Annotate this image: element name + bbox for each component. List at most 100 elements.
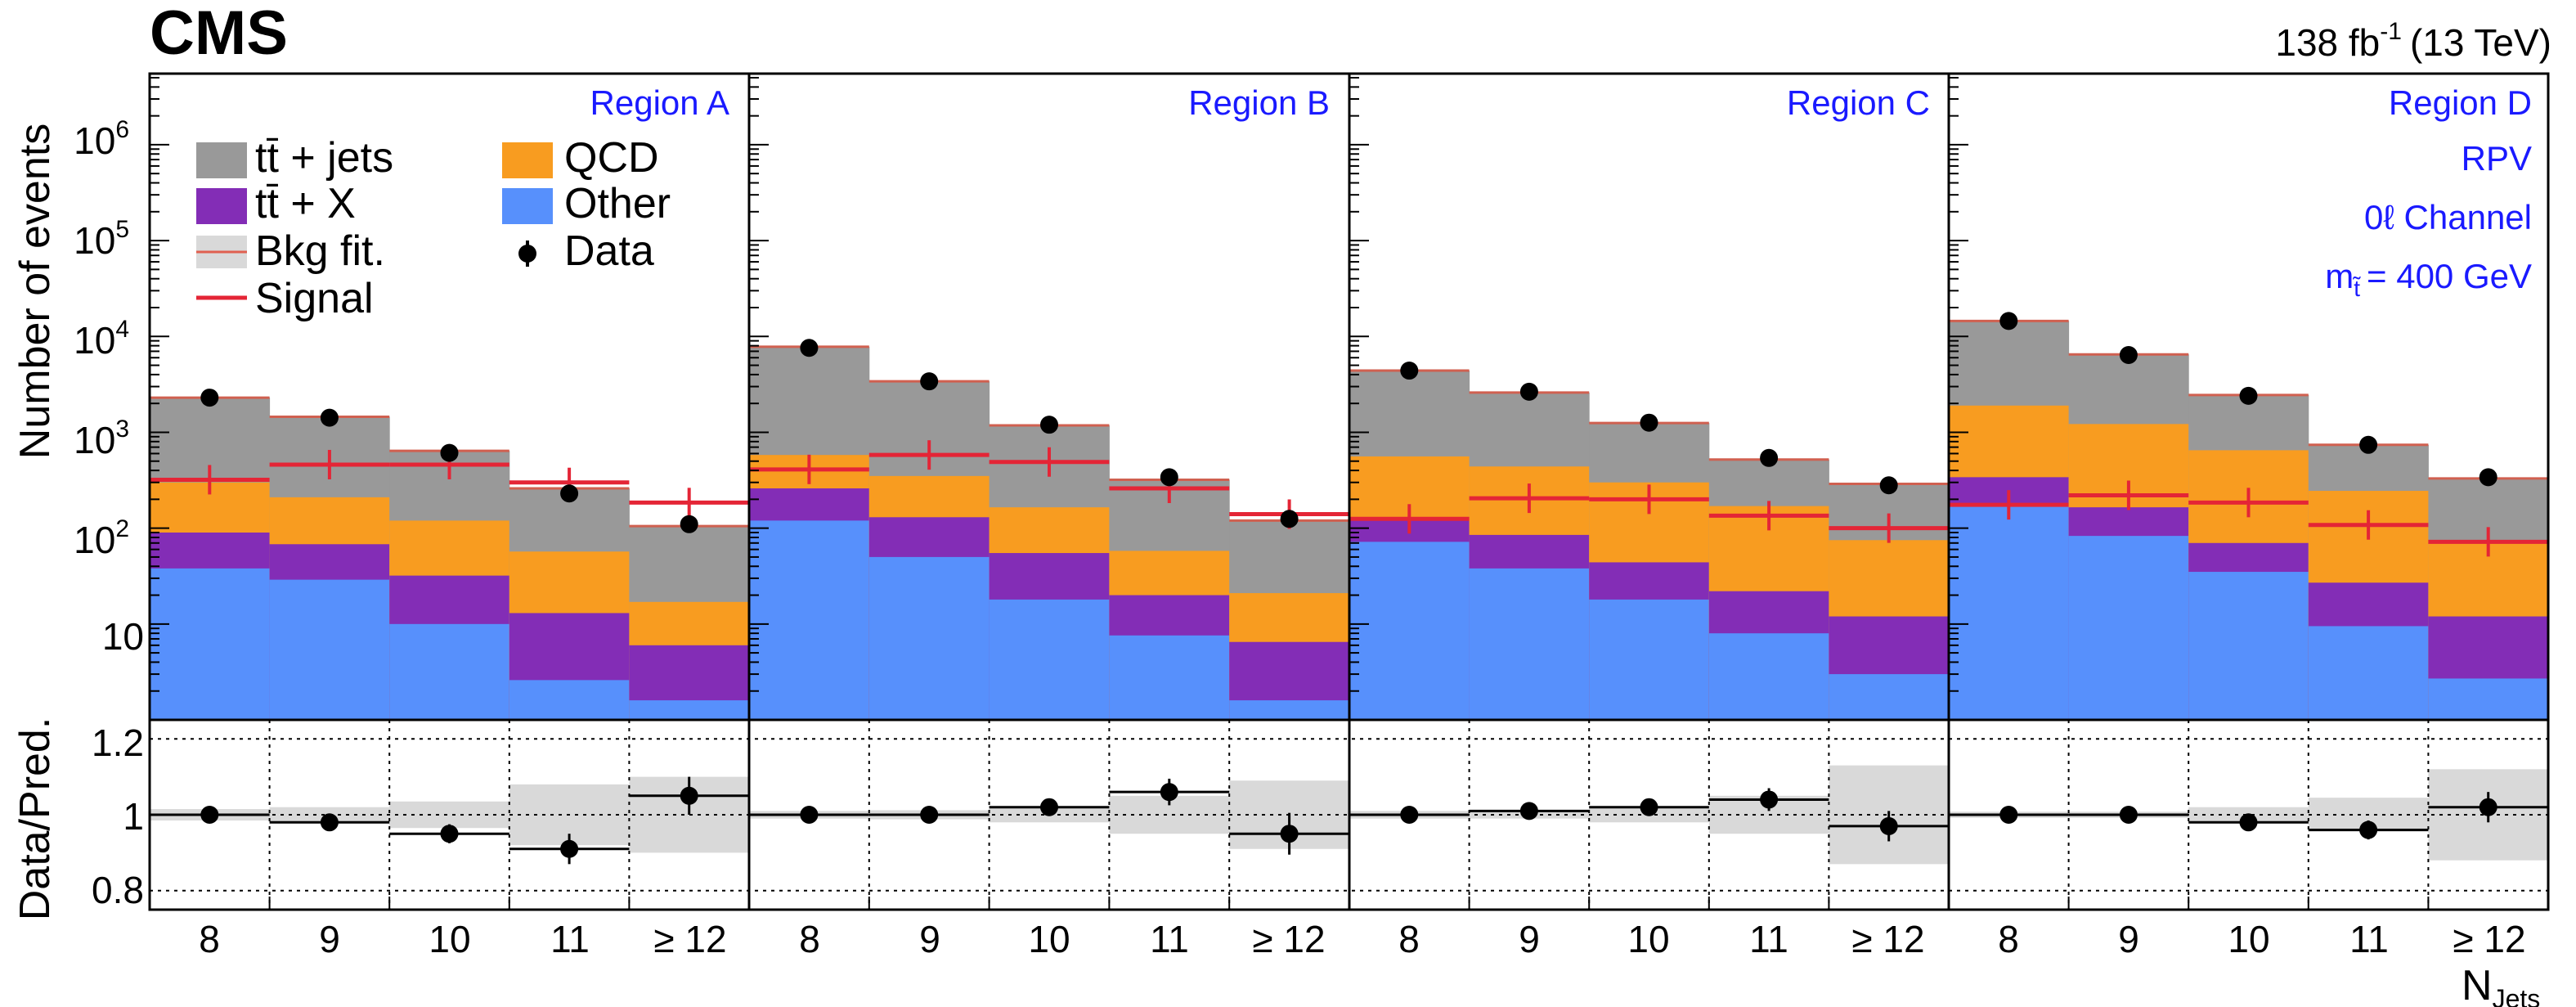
ratio-point bbox=[920, 806, 939, 824]
ratio-point bbox=[1040, 798, 1058, 816]
stack-bar-other bbox=[509, 680, 630, 720]
stack-bar-other bbox=[1949, 505, 2070, 720]
ratio-point bbox=[1760, 790, 1779, 809]
axis-ticks bbox=[149, 77, 2430, 910]
y-tick-label: 102 bbox=[74, 515, 129, 561]
stack-bar-other bbox=[2308, 626, 2429, 720]
ratio-point bbox=[2119, 806, 2138, 824]
x-tick-labels: 8 9 10 11 ≥ 12 8 9 10 11 ≥ 12 8 9 10 11 … bbox=[199, 918, 2525, 960]
ratio-point bbox=[1280, 825, 1299, 843]
data-point bbox=[800, 339, 819, 357]
data-point bbox=[1040, 416, 1058, 434]
stack-bar-other bbox=[1109, 635, 1230, 720]
stack-bar-other bbox=[749, 520, 870, 720]
y-tick-label: 104 bbox=[74, 316, 129, 362]
lumi-exponent: -1 bbox=[2380, 18, 2402, 45]
stack-bar-other bbox=[629, 700, 750, 720]
x-tick-label: ≥ 12 bbox=[1851, 918, 1924, 960]
stack-bar-other bbox=[2188, 572, 2309, 720]
ratio-tick-labels: 1.2 1 0.8 bbox=[92, 722, 144, 911]
stack-bar-other bbox=[1469, 568, 1590, 720]
legend-label-ttjets: tt̄ + jets bbox=[255, 134, 393, 182]
ratio-point bbox=[1879, 816, 1898, 835]
ratio-grid bbox=[150, 720, 2548, 910]
x-tick-label: 9 bbox=[919, 918, 940, 960]
data-point bbox=[1760, 448, 1779, 467]
lumi-energy: (13 TeV) bbox=[2410, 21, 2551, 64]
data-point bbox=[1400, 362, 1419, 380]
data-point bbox=[1999, 312, 2018, 330]
region-labels: Region A Region B Region C Region D RPV … bbox=[590, 83, 2532, 301]
ratio-point bbox=[1519, 802, 1538, 820]
stack-bar-other bbox=[2068, 536, 2189, 720]
x-tick-label: 8 bbox=[199, 918, 220, 960]
y-tick-label: 106 bbox=[74, 116, 129, 162]
x-tick-label: 8 bbox=[1398, 918, 1420, 960]
ratio-point bbox=[2239, 813, 2258, 832]
region-label-d: Region D bbox=[2389, 83, 2532, 122]
x-tick-label: 10 bbox=[2228, 918, 2269, 960]
x-tick-label: 10 bbox=[1627, 918, 1669, 960]
x-tick-label: 9 bbox=[319, 918, 340, 960]
experiment-label: CMS bbox=[150, 0, 288, 68]
x-tick-label: 8 bbox=[799, 918, 820, 960]
stack-bar-other bbox=[1349, 542, 1470, 720]
data-point bbox=[440, 443, 459, 462]
ratio-point bbox=[680, 786, 698, 805]
data-point bbox=[1160, 468, 1178, 487]
y-tick-label: 103 bbox=[74, 416, 129, 461]
data-point bbox=[1280, 510, 1299, 528]
x-tick-label: 8 bbox=[1998, 918, 2019, 960]
stack-bar-other bbox=[269, 579, 390, 720]
x-tick-label: 11 bbox=[550, 918, 590, 960]
data-point bbox=[1879, 476, 1898, 495]
lumi-label: 138 fb-1 (13 TeV) bbox=[2275, 18, 2551, 64]
x-tick-label: ≥ 12 bbox=[2453, 918, 2525, 960]
ratio-point bbox=[1400, 806, 1419, 824]
region-label-a: Region A bbox=[590, 83, 729, 122]
legend-label-other: Other bbox=[564, 180, 671, 227]
stack-bar-other bbox=[989, 599, 1110, 720]
channel-label: 0ℓ Channel bbox=[2364, 198, 2532, 236]
legend-swatch-other bbox=[502, 188, 553, 224]
legend-swatch-ttjets bbox=[196, 142, 247, 178]
panel-frames bbox=[148, 72, 2550, 911]
legend-swatch-qcd bbox=[502, 142, 553, 178]
x-tick-label: 11 bbox=[1749, 918, 1788, 960]
ratio-point bbox=[2359, 820, 2378, 839]
stack-bar-other bbox=[1708, 633, 1829, 720]
ratio-point bbox=[200, 806, 219, 824]
ratio-tick-label: 0.8 bbox=[92, 869, 144, 911]
legend-marker-data bbox=[518, 245, 536, 263]
ratio-point bbox=[440, 825, 459, 843]
ratio-point bbox=[2479, 798, 2497, 816]
mass-label: mt̃ = 400 GeV bbox=[2325, 257, 2532, 301]
region-label-c: Region C bbox=[1787, 83, 1930, 122]
y-tick-label: 10 bbox=[102, 615, 144, 658]
data-point bbox=[560, 484, 579, 503]
ratio-band bbox=[389, 801, 510, 829]
data-point bbox=[320, 408, 339, 427]
stack-bar-other bbox=[150, 568, 271, 720]
ratio-point bbox=[320, 813, 339, 832]
data-point bbox=[2239, 386, 2258, 405]
lumi-value: 138 fb bbox=[2275, 21, 2380, 64]
x-tick-label: 9 bbox=[1519, 918, 1540, 960]
data-point bbox=[920, 372, 939, 391]
stack-bar-other bbox=[1229, 700, 1350, 720]
ratio-panel-frame bbox=[1947, 718, 2550, 911]
y-axis-title: Number of events bbox=[11, 124, 59, 459]
data-point bbox=[1519, 382, 1538, 401]
ratio-point bbox=[1999, 806, 2018, 824]
ratio-point bbox=[560, 839, 579, 858]
x-tick-label: 9 bbox=[2118, 918, 2139, 960]
stack-bar-other bbox=[389, 623, 510, 720]
ratio-axis-title: Data/Pred. bbox=[11, 717, 59, 921]
x-tick-label: ≥ 12 bbox=[1252, 918, 1325, 960]
legend: tt̄ + jets tt̄ + X Bkg fit. Signal QCD O… bbox=[196, 134, 671, 322]
y-tick-label: 105 bbox=[74, 216, 129, 262]
legend-label-ttx: tt̄ + X bbox=[255, 180, 356, 227]
data-point bbox=[1640, 413, 1658, 432]
ratio-point bbox=[800, 806, 819, 824]
